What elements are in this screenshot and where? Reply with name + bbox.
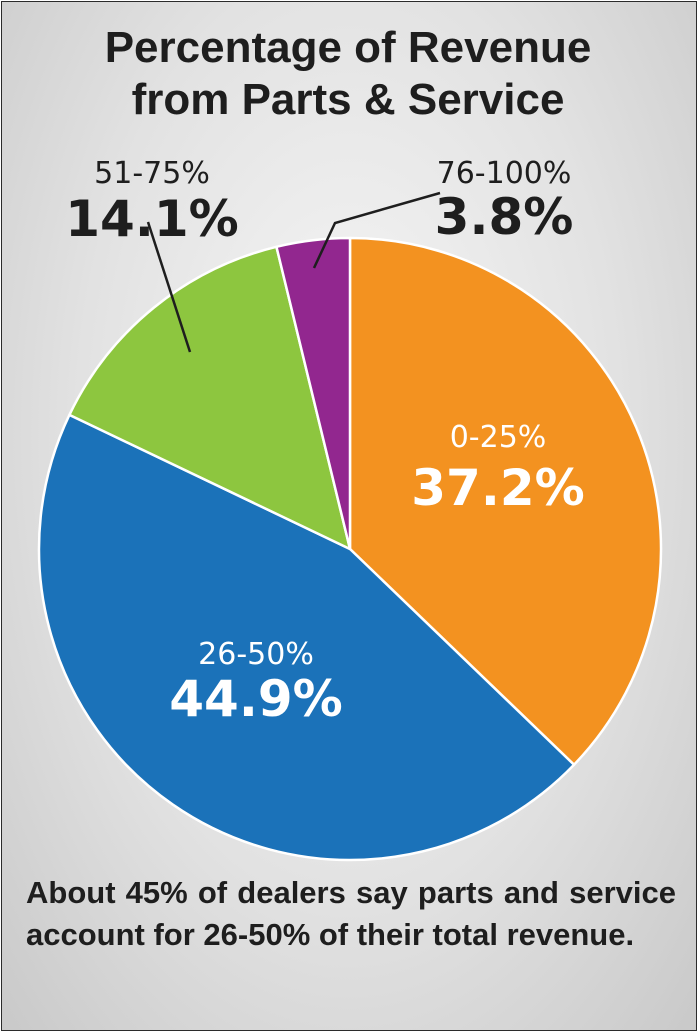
slice-value-label: 3.8% [435,188,574,246]
pie-slice-26-50 [37,413,576,862]
pie-slice-76-100 [275,236,352,551]
slice-category-label: 76-100% [437,156,572,191]
chart-title: Percentage of Revenue from Parts & Servi… [0,22,696,126]
leader-line-76-100 [312,191,441,269]
slice-value-label: 44.9% [169,670,342,728]
slice-category-label: 26-50% [198,637,314,672]
slice-category-label: 51-75% [94,156,210,191]
pie-slice-0-25 [348,236,663,766]
pie-slice-51-75 [68,245,352,551]
chart-caption: About 45% of dealers say parts and servi… [26,875,676,952]
chart-title-line-2: from Parts & Service [131,75,565,124]
chart-title-line-1: Percentage of Revenue [104,23,592,72]
slice-category-label: 0-25% [450,420,547,455]
slice-value-label: 37.2% [411,459,584,517]
slice-value-label: 14.1% [65,190,238,248]
leader-line-51-75 [146,221,192,353]
